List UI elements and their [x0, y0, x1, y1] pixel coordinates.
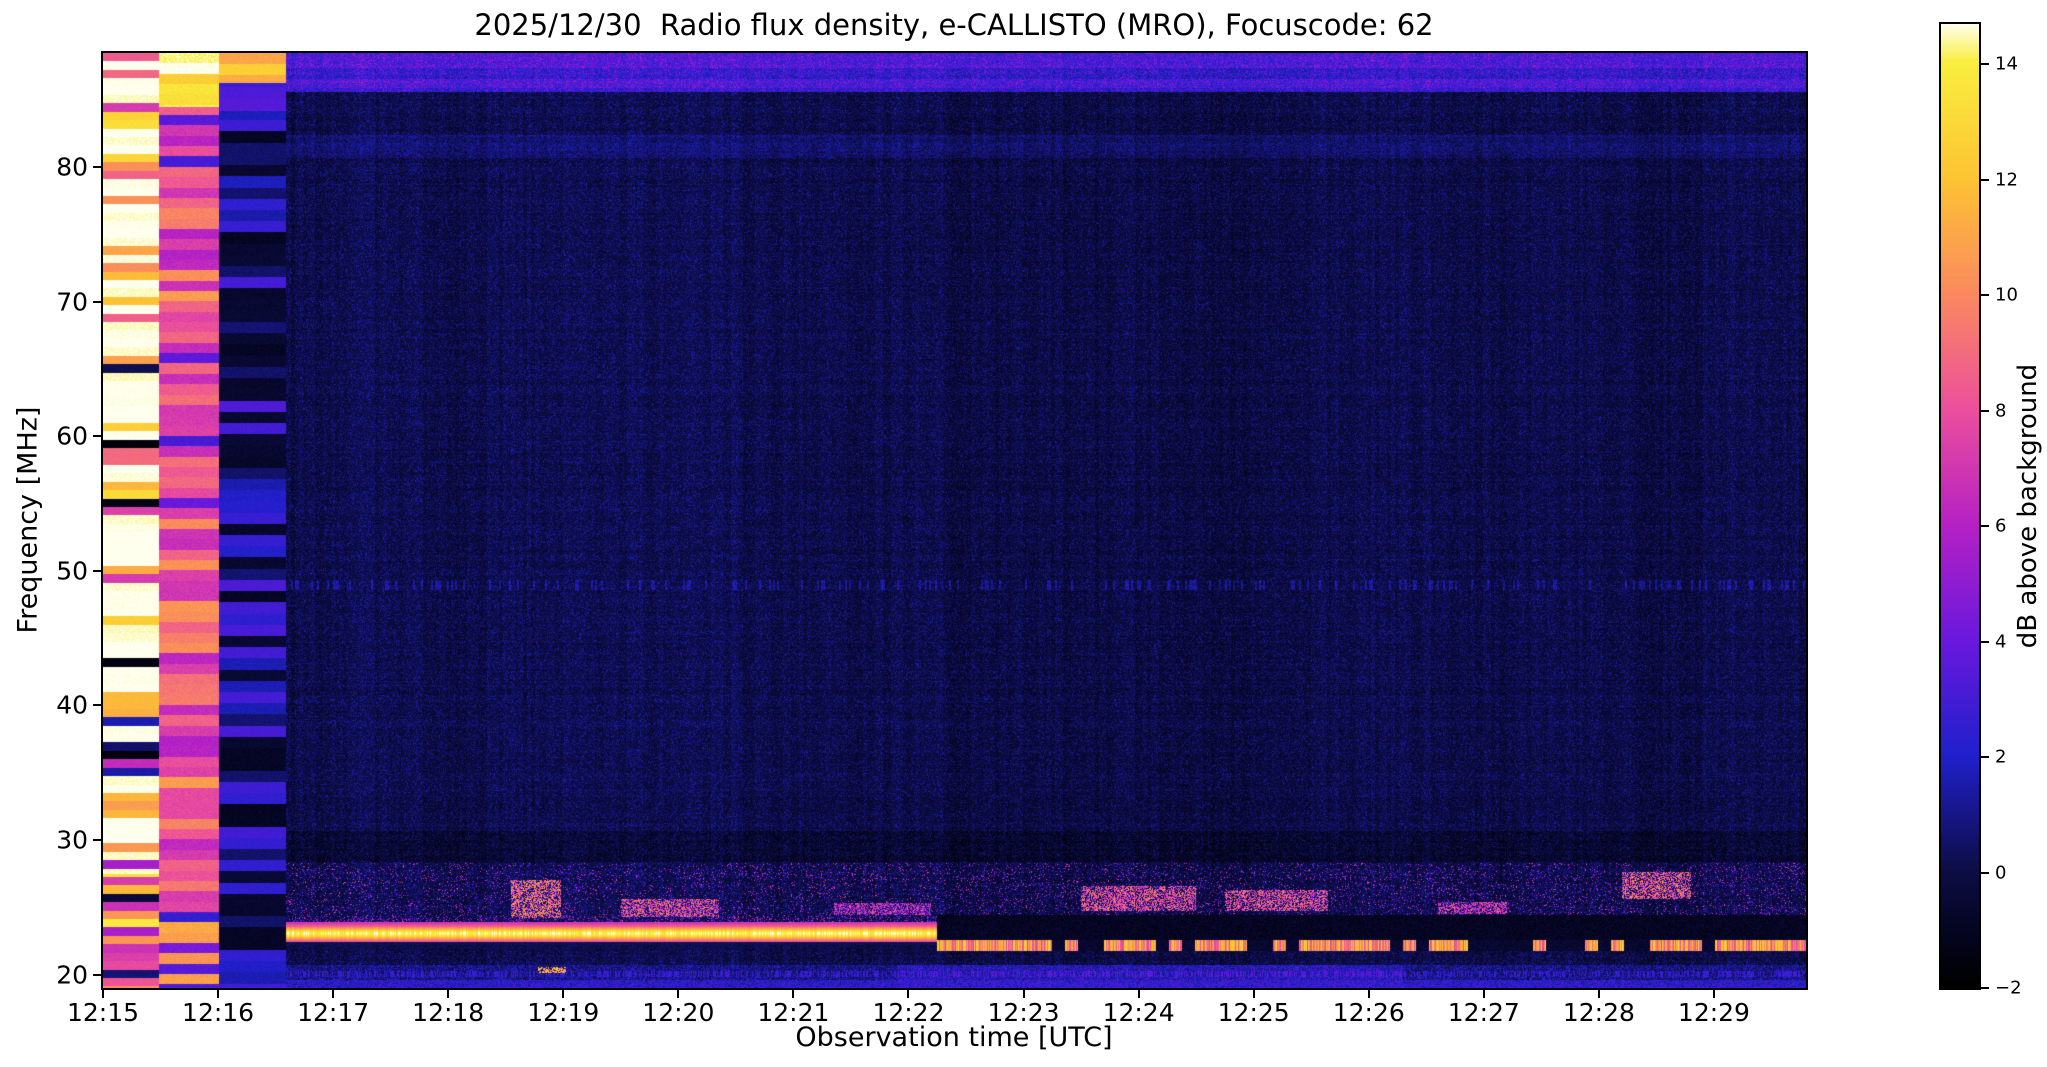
y-tick-label: 80 [56, 152, 88, 182]
x-tick-mark [447, 990, 450, 998]
x-tick-label: 12:20 [642, 998, 715, 1027]
y-tick-mark [93, 435, 101, 438]
x-tick-mark [562, 990, 565, 998]
colorbar-tick-label: 0 [1995, 862, 2007, 884]
colorbar-tick-label: −2 [1995, 977, 2022, 999]
colorbar-tick-mark [1981, 871, 1989, 874]
x-tick-label: 12:17 [297, 998, 370, 1027]
x-tick-mark [907, 990, 910, 998]
y-tick-mark [93, 973, 101, 976]
colorbar-label: dB above background [2013, 363, 2043, 649]
x-tick-mark [1597, 990, 1600, 998]
x-tick-mark [1482, 990, 1485, 998]
colorbar-tick-mark [1981, 63, 1989, 66]
y-tick-label: 70 [56, 287, 88, 317]
y-tick-mark [93, 839, 101, 841]
y-axis-label: Frequency [MHz] [12, 406, 44, 634]
x-tick-mark [1252, 990, 1255, 998]
x-tick-label: 12:18 [412, 998, 485, 1027]
x-tick-mark [1367, 990, 1370, 998]
spectrogram-canvas [103, 53, 1806, 988]
x-tick-label: 12:29 [1677, 998, 1750, 1027]
colorbar-tick-mark [1981, 294, 1989, 297]
x-tick-label: 12:28 [1562, 998, 1635, 1027]
colorbar-tick-mark [1981, 640, 1989, 643]
heatmap-plot-area [101, 51, 1808, 990]
colorbar-tick-mark [1981, 178, 1989, 181]
y-tick-mark [93, 300, 101, 303]
y-tick-mark [93, 569, 101, 572]
x-tick-label: 12:15 [66, 998, 140, 1027]
x-tick-mark [792, 990, 795, 998]
x-tick-mark [1712, 990, 1715, 998]
x-tick-mark [217, 990, 220, 998]
colorbar-tick-mark [1981, 987, 1989, 989]
x-tick-label: 12:16 [182, 998, 255, 1027]
colorbar-tick-label: 2 [1995, 746, 2007, 768]
colorbar-tick-label: 12 [1995, 169, 2018, 191]
colorbar-tick-label: 14 [1995, 53, 2018, 75]
y-tick-label: 20 [56, 960, 88, 990]
y-tick-mark [93, 704, 101, 707]
x-tick-label: 12:19 [527, 998, 600, 1027]
colorbar-tick-label: 10 [1995, 284, 2018, 306]
x-tick-mark [677, 990, 680, 998]
x-tick-mark [102, 990, 104, 998]
colorbar-tick-label: 8 [1995, 400, 2007, 422]
colorbar-tick-mark [1981, 525, 1989, 528]
colorbar [1939, 22, 1981, 990]
colorbar-gradient [1941, 24, 1979, 988]
x-tick-label: 12:24 [1102, 998, 1175, 1027]
x-tick-mark [1137, 990, 1140, 998]
y-tick-label: 30 [56, 825, 88, 855]
y-tick-mark [93, 166, 101, 169]
colorbar-tick-label: 4 [1995, 631, 2007, 653]
colorbar-tick-label: 6 [1995, 515, 2007, 537]
colorbar-tick-mark [1981, 756, 1989, 759]
x-tick-label: 12:25 [1217, 998, 1290, 1027]
x-tick-mark [1022, 990, 1025, 998]
colorbar-tick-mark [1981, 409, 1989, 412]
x-tick-mark [332, 990, 335, 998]
x-tick-label: 12:27 [1447, 998, 1520, 1027]
x-tick-label: 12:26 [1332, 998, 1405, 1027]
chart-title: 2025/12/30 Radio flux density, e-CALLIST… [474, 8, 1434, 42]
x-axis-label: Observation time [UTC] [795, 1022, 1113, 1053]
y-tick-label: 40 [56, 690, 88, 720]
